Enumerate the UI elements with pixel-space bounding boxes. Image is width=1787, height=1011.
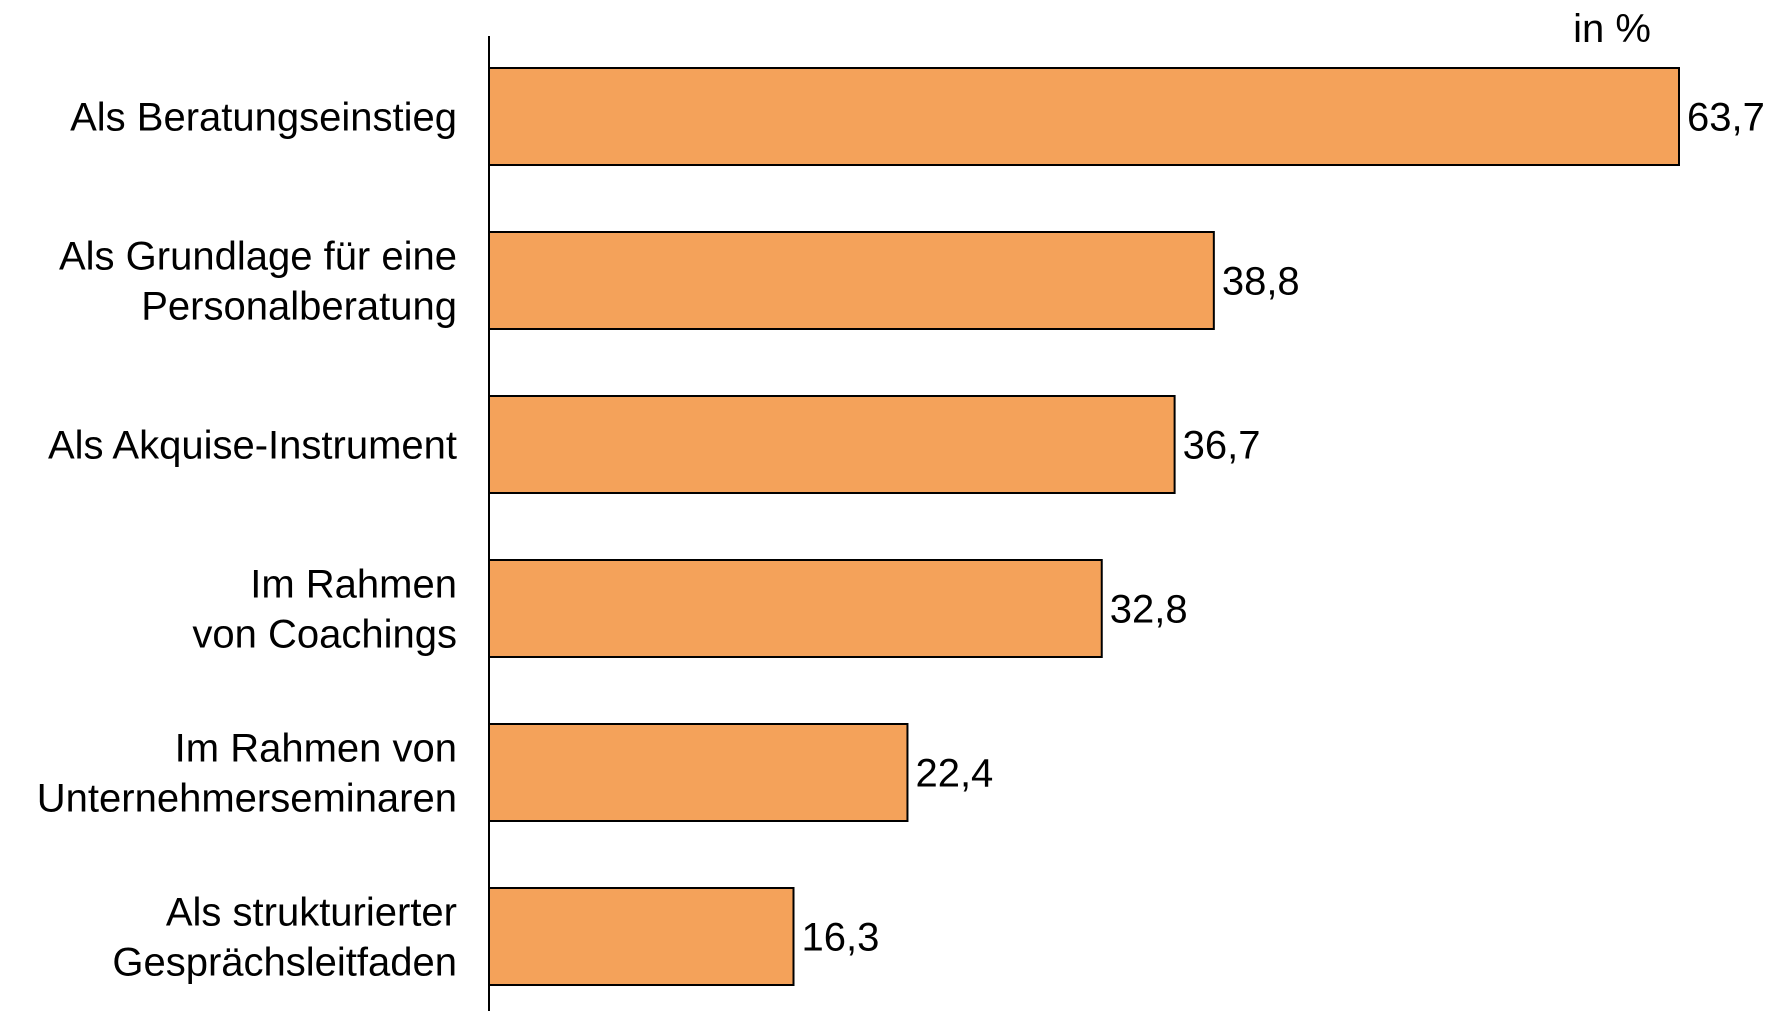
unit-label: in % <box>1573 7 1651 51</box>
bar <box>488 231 1215 330</box>
category-label: Als strukturierter <box>166 891 457 935</box>
category-label: Unternehmerseminaren <box>37 777 457 821</box>
category-label: Im Rahmen von <box>175 727 457 771</box>
category-label: von Coachings <box>192 613 457 657</box>
bars-layer <box>488 67 1680 986</box>
category-label: Als Akquise-Instrument <box>48 424 457 468</box>
value-label: 36,7 <box>1183 424 1261 468</box>
category-label: Gesprächsleitfaden <box>112 941 457 985</box>
value-label: 63,7 <box>1687 96 1765 140</box>
category-label: Im Rahmen <box>250 563 457 607</box>
bar <box>488 67 1680 166</box>
value-label: 38,8 <box>1222 260 1300 304</box>
bar <box>488 395 1176 494</box>
value-label: 16,3 <box>802 916 880 960</box>
category-label: Personalberatung <box>141 285 457 329</box>
bar <box>488 723 909 822</box>
bar <box>488 887 795 986</box>
value-label: 22,4 <box>915 752 993 796</box>
category-label: Als Beratungseinstieg <box>70 96 457 140</box>
value-label: 32,8 <box>1110 588 1188 632</box>
labels-layer: 63,7 Als Beratungseinstieg 38,8 Als Grundla… <box>37 96 1765 985</box>
bar <box>488 559 1103 658</box>
category-label: Als Grundlage für eine <box>59 235 457 279</box>
